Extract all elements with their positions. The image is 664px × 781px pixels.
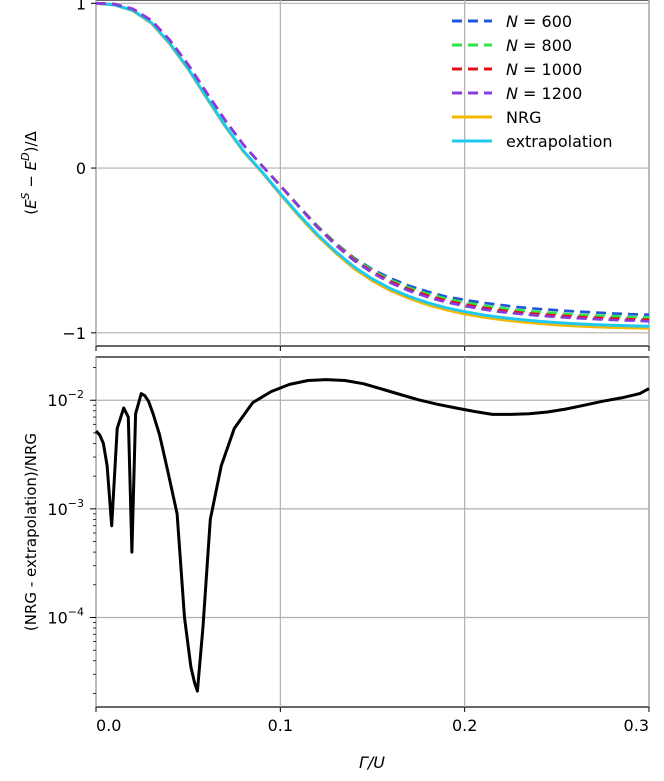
bottom-y-axis-label: (NRG - extrapolation)/NRG: [22, 433, 40, 631]
top-y-ticks: −1 0 1: [62, 0, 96, 343]
x-tick-label: 0.3: [624, 716, 649, 735]
bottom-y-tick-label: 10−4: [47, 605, 84, 627]
x-tick-label: 0.0: [96, 716, 121, 735]
series-line-n-1200: [95, 2, 650, 323]
x-tick-label: 0.1: [268, 716, 293, 735]
bottom-y-tick-label: 10−3: [47, 497, 84, 519]
legend-label-n-1200: N = 1200: [506, 84, 582, 103]
legend-entry-n-1000: N = 1000: [452, 60, 582, 79]
bottom-x-ticks: 0.0 0.1 0.2 0.3: [95, 707, 650, 735]
legend-entry-n-800: N = 800: [452, 36, 572, 55]
bottom-y-ticks: 10−4 10−3 10−2: [47, 367, 96, 694]
legend-entry-extrapolation: extrapolation: [452, 132, 613, 151]
legend-entry-nrg: NRG: [452, 108, 541, 127]
legend-entry-n-600: N = 600: [452, 12, 572, 31]
bottom-panel: 10−4 10−3 10−2 0.0 0.1 0.2 0.3 (NRG - extrapo…: [22, 356, 650, 772]
bottom-grid: [95, 357, 650, 707]
top-y-tick-label: −1: [62, 324, 86, 343]
bottom-y-tick-label: 10−2: [47, 388, 84, 410]
bottom-series: [94, 378, 650, 693]
legend-label-n-1000: N = 1000: [506, 60, 582, 79]
series-line-relative-difference: [94, 378, 650, 693]
x-tick-label: 0.2: [452, 716, 477, 735]
top-panel: −1 0 1 N = 600 N = 800 N = 1000 N = 1200 NRG ex…: [19, 0, 650, 351]
legend-label-nrg: NRG: [506, 108, 541, 127]
top-series: [95, 1, 650, 330]
legend-label-extrapolation: extrapolation: [506, 132, 613, 151]
top-y-tick-label: 1: [76, 0, 86, 13]
legend-entry-n-1200: N = 1200: [452, 84, 582, 103]
top-grid: [95, 0, 650, 351]
top-legend: N = 600 N = 800 N = 1000 N = 1200 NRG extrapo…: [452, 12, 613, 151]
series-line-extrapolation: [95, 1, 650, 328]
legend-label-n-800: N = 800: [506, 36, 572, 55]
x-axis-label: Γ/U: [359, 753, 385, 772]
top-y-axis-label: (ES − ED)/Δ: [19, 130, 40, 214]
legend-label-n-600: N = 600: [506, 12, 572, 31]
top-y-tick-label: 0: [76, 159, 86, 178]
